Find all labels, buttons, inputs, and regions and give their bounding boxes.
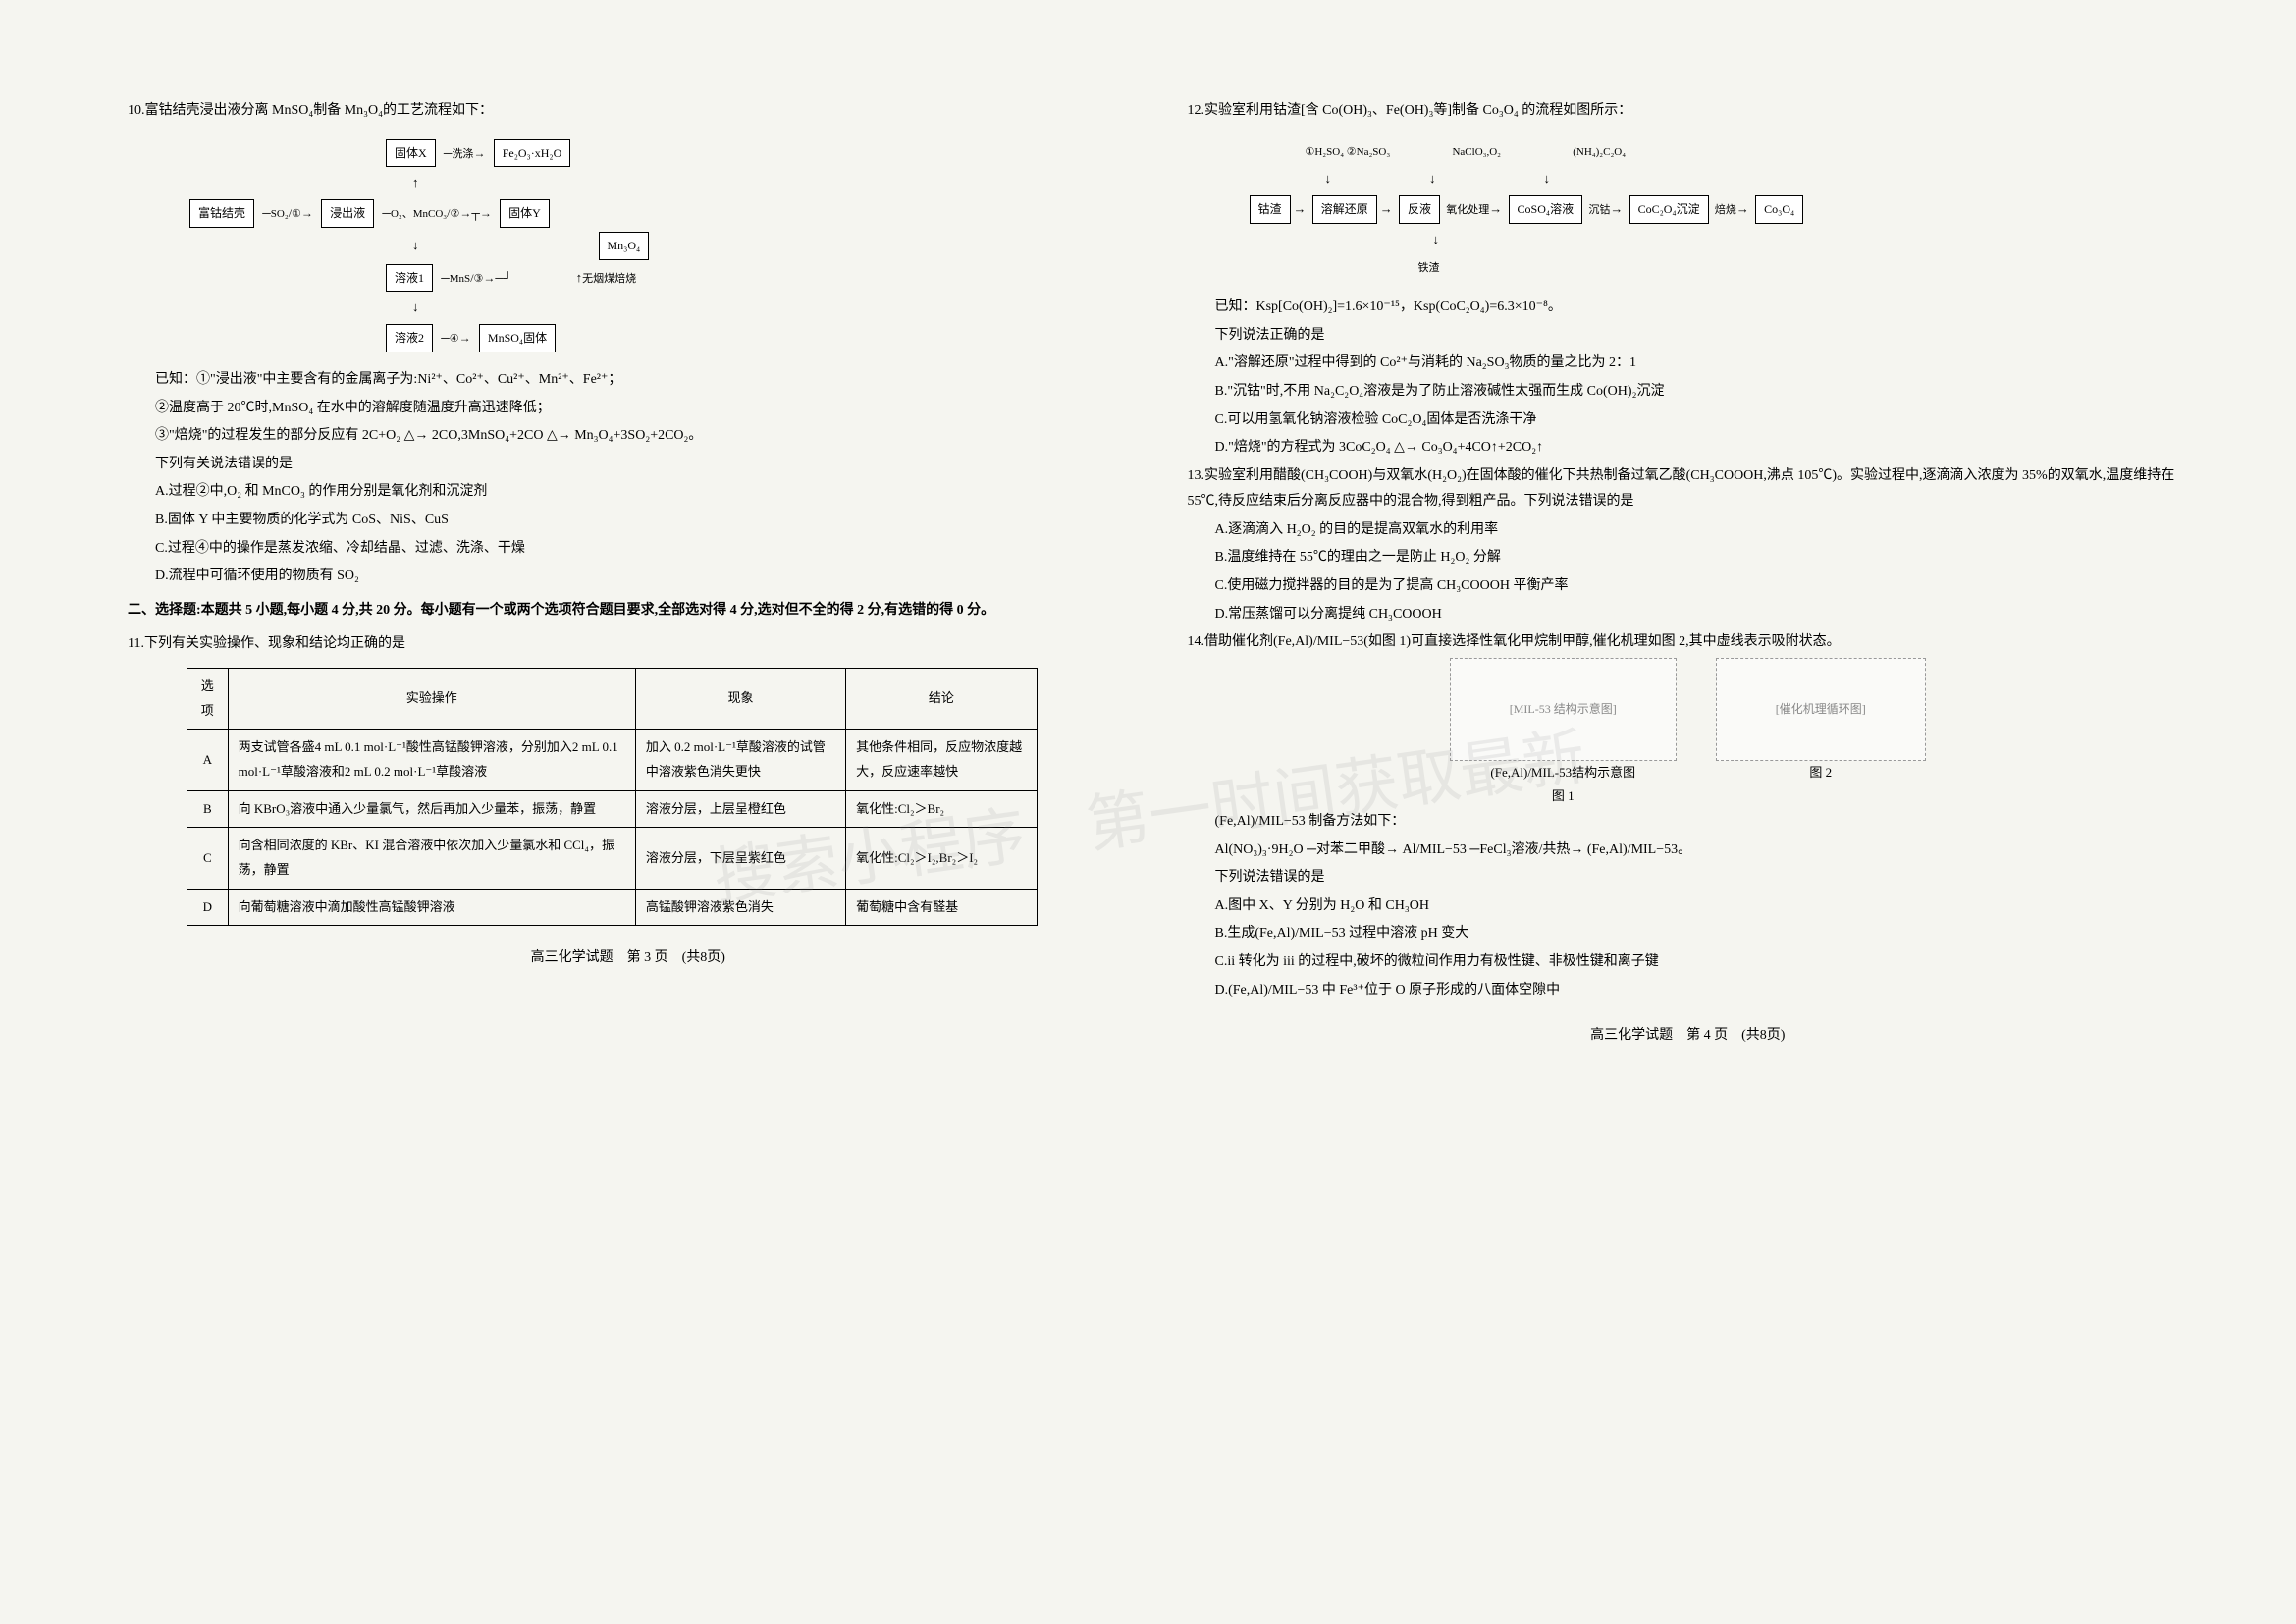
section2-header: 二、选择题:本题共 5 小题,每小题 4 分,共 20 分。每小题有一个或两个选… bbox=[128, 598, 1129, 624]
cell-phen: 加入 0.2 mol·L⁻¹草酸溶液的试管中溶液紫色消失更快 bbox=[635, 730, 845, 790]
flow-box: CoC₂O₄沉淀 bbox=[1629, 195, 1709, 224]
fig2-caption: 图 2 bbox=[1716, 761, 1926, 785]
th-phenomenon: 现象 bbox=[635, 668, 845, 729]
q13-title: 13.实验室利用醋酸(CH₃COOH)与双氧水(H₂O₂)在固体酸的催化下共热制… bbox=[1188, 463, 2189, 515]
q14-prep-label: (Fe,Al)/MIL−53 制备方法如下： bbox=[1188, 809, 2189, 836]
cell-conc: 其他条件相同，反应物浓度越大，反应速率越快 bbox=[846, 730, 1037, 790]
q11-title: 11.下列有关实验操作、现象和结论均正确的是 bbox=[128, 631, 1129, 658]
flow-box: 浸出液 bbox=[321, 199, 374, 228]
left-column: 10.富钴结壳浸出液分离 MnSO₄制备 Mn₃O₄的工艺流程如下： 固体X ─… bbox=[98, 98, 1158, 1585]
table-row: D 向葡萄糖溶液中滴加酸性高锰酸钾溶液 高锰酸钾溶液紫色消失 葡萄糖中含有醛基 bbox=[187, 889, 1038, 926]
arrow-icon: ─洗涤→ bbox=[444, 146, 486, 160]
fig1-label: (Fe,Al)/MIL-53结构示意图 bbox=[1450, 761, 1677, 785]
q14-optD: D.(Fe,Al)/MIL−53 中 Fe³⁺位于 O 原子形成的八面体空隙中 bbox=[1188, 978, 2189, 1004]
flow-box: 富钴结壳 bbox=[189, 199, 254, 228]
q14-optB: B.生成(Fe,Al)/MIL−53 过程中溶液 pH 变大 bbox=[1188, 921, 2189, 947]
flow-box: 反液 bbox=[1399, 195, 1440, 224]
th-operation: 实验操作 bbox=[228, 668, 635, 729]
q13-optC: C.使用磁力搅拌器的目的是为了提高 CH₃COOOH 平衡产率 bbox=[1188, 573, 2189, 600]
q14-title: 14.借助催化剂(Fe,Al)/MIL−53(如图 1)可直接选择性氧化甲烷制甲… bbox=[1188, 629, 2189, 656]
th-opt: 选项 bbox=[187, 668, 229, 729]
cell-phen: 溶液分层，上层呈橙红色 bbox=[635, 790, 845, 828]
cell-phen: 高锰酸钾溶液紫色消失 bbox=[635, 889, 845, 926]
q12-optB: B."沉钴"时,不用 Na₂C₂O₄溶液是为了防止溶液碱性太强而生成 Co(OH… bbox=[1188, 379, 2189, 406]
th-conclusion: 结论 bbox=[846, 668, 1037, 729]
cell-opt: D bbox=[187, 889, 229, 926]
cell-op: 向含相同浓度的 KBr、KI 混合溶液中依次加入少量氯水和 CCl₄，振荡，静置 bbox=[228, 828, 635, 889]
cell-conc: 氧化性:Cl₂＞I₂,Br₂＞I₂ bbox=[846, 828, 1037, 889]
q14-stem: 下列说法错误的是 bbox=[1188, 865, 2189, 892]
cell-conc: 葡萄糖中含有醛基 bbox=[846, 889, 1037, 926]
q10-title: 10.富钴结壳浸出液分离 MnSO₄制备 Mn₃O₄的工艺流程如下： bbox=[128, 98, 1129, 125]
q12-flow-diagram: ①H₂SO₄ ②Na₂SO₃ NaClO₃,O₂ (NH₄)₂C₂O₄ ↓↓↓ … bbox=[1247, 139, 2189, 281]
flow-box: 固体X bbox=[386, 139, 436, 168]
arrow-icon: ─④→ bbox=[441, 331, 470, 345]
cell-op: 向 KBrO₃溶液中通入少量氯气，然后再加入少量苯，振荡，静置 bbox=[228, 790, 635, 828]
flow-box: 溶液2 bbox=[386, 324, 433, 352]
q10-optB: B.固体 Y 中主要物质的化学式为 CoS、NiS、CuS bbox=[128, 508, 1129, 534]
q12-optC: C.可以用氢氧化钠溶液检验 CoC₂O₄固体是否洗涤干净 bbox=[1188, 407, 2189, 434]
right-footer: 高三化学试题 第 4 页 (共8页) bbox=[1188, 1023, 2189, 1050]
table-row: B 向 KBrO₃溶液中通入少量氯气，然后再加入少量苯，振荡，静置 溶液分层，上… bbox=[187, 790, 1038, 828]
cell-op: 向葡萄糖溶液中滴加酸性高锰酸钾溶液 bbox=[228, 889, 635, 926]
flow-box: Fe₂O₃·xH₂O bbox=[494, 139, 571, 168]
q10-known2: ②温度高于 20℃时,MnSO₄ 在水中的溶解度随温度升高迅速降低； bbox=[128, 396, 1129, 422]
q10-optA: A.过程②中,O₂ 和 MnCO₃ 的作用分别是氧化剂和沉淀剂 bbox=[128, 479, 1129, 506]
q12-title: 12.实验室利用钴渣[含 Co(OH)₃、Fe(OH)₃等]制备 Co₃O₄ 的… bbox=[1188, 98, 2189, 125]
q10-known3: ③"焙烧"的过程发生的部分反应有 2C+O₂ △→ 2CO,3MnSO₄+2CO… bbox=[128, 423, 1129, 450]
q14-prep-eq: Al(NO₃)₃·9H₂O ─对苯二甲酸→ Al/MIL−53 ─FeCl₃溶液… bbox=[1188, 838, 2189, 864]
arrow-icon: ─O₂、MnCO₃/②→┬→ bbox=[382, 206, 491, 220]
figure2-placeholder: [催化机理循环图] bbox=[1716, 658, 1926, 761]
flow-box: Mn₃O₄ bbox=[599, 232, 650, 260]
q13-optA: A.逐滴滴入 H₂O₂ 的目的是提高双氧水的利用率 bbox=[1188, 517, 2189, 544]
right-column: 12.实验室利用钴渣[含 Co(OH)₃、Fe(OH)₃等]制备 Co₃O₄ 的… bbox=[1158, 98, 2218, 1585]
q10-optC: C.过程④中的操作是蒸发浓缩、冷却结晶、过滤、洗涤、干燥 bbox=[128, 536, 1129, 563]
q12-optA: A."溶解还原"过程中得到的 Co²⁺与消耗的 Na₂SO₃物质的量之比为 2：… bbox=[1188, 351, 2189, 377]
flow-box: MnSO₄固体 bbox=[479, 324, 556, 352]
q14-figures: [MIL-53 结构示意图] (Fe,Al)/MIL-53结构示意图 图 1 [… bbox=[1188, 658, 2189, 809]
figure1-placeholder: [MIL-53 结构示意图] bbox=[1450, 658, 1677, 761]
q14-optA: A.图中 X、Y 分别为 H₂O 和 CH₃OH bbox=[1188, 893, 2189, 920]
q10-stem: 下列有关说法错误的是 bbox=[128, 452, 1129, 478]
arrow-icon: ─SO₂/①→ bbox=[262, 206, 313, 220]
q12-optD: D."焙烧"的方程式为 3CoC₂O₄ △→ Co₃O₄+4CO↑+2CO₂↑ bbox=[1188, 435, 2189, 461]
arrow-icon: ─MnS/③→─┘ bbox=[441, 271, 511, 285]
q11-table: 选项 实验操作 现象 结论 A 两支试管各盛4 mL 0.1 mol·L⁻¹酸性… bbox=[187, 668, 1038, 927]
flow-box: CoSO₄溶液 bbox=[1509, 195, 1583, 224]
cell-phen: 溶液分层，下层呈紫红色 bbox=[635, 828, 845, 889]
flow-box: 钴渣 bbox=[1250, 195, 1291, 224]
flow-box: 固体Y bbox=[500, 199, 550, 228]
flow-box: 溶液1 bbox=[386, 264, 433, 293]
q13-optD: D.常压蒸馏可以分离提纯 CH₃COOOH bbox=[1188, 602, 2189, 628]
left-footer: 高三化学试题 第 3 页 (共8页) bbox=[128, 946, 1129, 972]
flow-box: Co₃O₄ bbox=[1755, 195, 1803, 224]
table-header-row: 选项 实验操作 现象 结论 bbox=[187, 668, 1038, 729]
table-row: A 两支试管各盛4 mL 0.1 mol·L⁻¹酸性高锰酸钾溶液，分别加入2 m… bbox=[187, 730, 1038, 790]
cell-opt: B bbox=[187, 790, 229, 828]
cell-conc: 氧化性:Cl₂＞Br₂ bbox=[846, 790, 1037, 828]
table-row: C 向含相同浓度的 KBr、KI 混合溶液中依次加入少量氯水和 CCl₄，振荡，… bbox=[187, 828, 1038, 889]
q14-optC: C.ii 转化为 iii 的过程中,破坏的微粒间作用力有极性键、非极性键和离子键 bbox=[1188, 949, 2189, 976]
q10-flow-diagram: 固体X ─洗涤→ Fe₂O₃·xH₂O ↑ 富钴结壳 ─SO₂/①→ 浸出液 ─… bbox=[187, 139, 1129, 352]
cell-opt: A bbox=[187, 730, 229, 790]
q12-known: 已知：Ksp[Co(OH)₂]=1.6×10⁻¹⁵，Ksp(CoC₂O₄)=6.… bbox=[1188, 295, 2189, 321]
fig1-caption: 图 1 bbox=[1450, 785, 1677, 809]
flow-box: 溶解还原 bbox=[1312, 195, 1377, 224]
cell-op: 两支试管各盛4 mL 0.1 mol·L⁻¹酸性高锰酸钾溶液，分别加入2 mL … bbox=[228, 730, 635, 790]
cell-opt: C bbox=[187, 828, 229, 889]
q10-known1: 已知：①"浸出液"中主要含有的金属离子为:Ni²⁺、Co²⁺、Cu²⁺、Mn²⁺… bbox=[128, 367, 1129, 394]
q13-optB: B.温度维持在 55℃的理由之一是防止 H₂O₂ 分解 bbox=[1188, 545, 2189, 571]
q10-optD: D.流程中可循环使用的物质有 SO₂ bbox=[128, 564, 1129, 590]
q12-stem: 下列说法正确的是 bbox=[1188, 323, 2189, 350]
